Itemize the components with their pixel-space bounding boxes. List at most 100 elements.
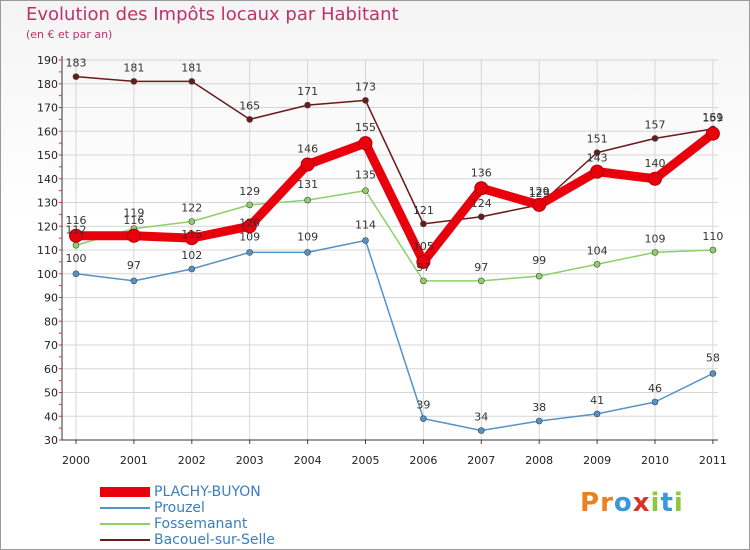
data-label-prouzel: 39: [416, 399, 430, 412]
data-point-prouzel: [477, 427, 485, 434]
chart-subtitle: (en € et par an): [26, 28, 113, 41]
data-label-plachy-buyon: 146: [297, 143, 318, 156]
data-label-fossemanant: 135: [355, 169, 376, 182]
data-point-plachy-buyon: [416, 254, 431, 269]
data-label-fossemanant: 97: [416, 261, 430, 274]
data-label-plachy-buyon: 140: [645, 157, 666, 170]
logo-letter: x: [632, 488, 651, 518]
data-point-bacouel-sur-selle: [246, 116, 253, 123]
x-tick-label: 2004: [294, 454, 322, 467]
data-label-fossemanant: 97: [474, 261, 488, 274]
x-tick-label: 2007: [467, 454, 495, 467]
data-point-bacouel-sur-selle: [420, 220, 427, 228]
y-tick-label: 70: [44, 339, 58, 352]
data-label-prouzel: 100: [66, 252, 87, 265]
legend-item-prouzel[interactable]: Prouzel: [100, 500, 340, 516]
x-tick-label: 2006: [409, 454, 437, 467]
data-label-plachy-buyon: 105: [413, 240, 434, 253]
data-label-plachy-buyon: 116: [66, 214, 87, 227]
data-label-plachy-buyon: 129: [529, 187, 550, 200]
legend-swatch: [100, 487, 150, 497]
y-tick-label: 30: [44, 434, 58, 447]
data-point-prouzel: [420, 415, 427, 422]
data-point-prouzel: [362, 237, 369, 244]
x-tick-label: 2010: [641, 454, 669, 467]
data-point-prouzel: [535, 417, 543, 425]
data-point-plachy-buyon: [126, 228, 141, 243]
data-point-fossemanant: [651, 249, 659, 256]
data-label-bacouel-sur-selle: 121: [413, 204, 434, 217]
grid-layer: [62, 59, 718, 441]
x-tick-label: 2008: [525, 454, 553, 467]
data-label-bacouel-sur-selle: 129: [529, 185, 550, 198]
series-line-prouzel: [75, 239, 714, 432]
data-label-fossemanant: 131: [297, 178, 318, 191]
data-point-bacouel-sur-selle: [477, 213, 485, 221]
data-point-plachy-buyon: [532, 197, 547, 212]
y-tick-label: 150: [37, 149, 58, 162]
data-label-plachy-buyon: 136: [471, 166, 492, 179]
legend-swatch: [100, 539, 150, 541]
data-label-fossemanant: 122: [181, 202, 202, 215]
legend-swatch: [100, 507, 150, 509]
data-point-fossemanant: [535, 272, 543, 280]
data-label-bacouel-sur-selle: 173: [355, 80, 376, 93]
legend-item-bacouel-sur-selle[interactable]: Bacouel-sur-Selle: [100, 532, 340, 548]
data-label-plachy-buyon: 116: [123, 214, 144, 227]
data-point-prouzel: [188, 265, 196, 273]
data-label-prouzel: 97: [127, 259, 141, 272]
data-point-plachy-buyon: [590, 164, 605, 179]
chart-title: Evolution des Impôts locaux par Habitant: [26, 4, 399, 25]
data-label-prouzel: 34: [474, 411, 488, 424]
x-tick-label: 2001: [120, 454, 148, 467]
data-label-bacouel-sur-selle: 183: [66, 57, 87, 70]
y-tick-label: 50: [44, 387, 58, 400]
legend-label: Fossemanant: [154, 516, 248, 532]
axis-layer: 30 40 50 60 70 80 90 100 110 120 130 140 150 160 170 18…: [37, 54, 727, 467]
series-line-plachy-buyon: [71, 129, 718, 267]
data-point-fossemanant: [420, 277, 427, 285]
legend-item-fossemanant[interactable]: Fossemanant: [100, 516, 340, 532]
y-tick-label: 190: [37, 54, 58, 67]
data-label-bacouel-sur-selle: 181: [181, 61, 202, 74]
legend-label: Prouzel: [154, 500, 205, 516]
data-point-prouzel: [593, 410, 601, 418]
logo-letter: P: [580, 488, 601, 518]
y-tick-label: 110: [37, 244, 58, 257]
data-label-prouzel: 114: [355, 219, 376, 232]
data-point-plachy-buyon: [184, 231, 199, 246]
data-label-prouzel: 46: [648, 382, 662, 395]
data-label-plachy-buyon: 155: [355, 121, 376, 134]
data-point-prouzel: [651, 398, 659, 406]
data-point-bacouel-sur-selle: [593, 149, 601, 156]
data-label-bacouel-sur-selle: 151: [587, 133, 608, 146]
y-tick-label: 160: [37, 125, 58, 138]
data-label-plachy-buyon: 120: [239, 216, 260, 229]
data-point-fossemanant: [709, 246, 717, 254]
y-tick-label: 140: [37, 173, 58, 186]
y-tick-label: 180: [37, 78, 58, 91]
data-label-fossemanant: 99: [532, 254, 546, 267]
data-label-prouzel: 38: [532, 401, 546, 414]
data-label-prouzel: 41: [590, 394, 604, 407]
data-point-plachy-buyon: [474, 181, 489, 196]
data-label-bacouel-sur-selle: 161: [702, 111, 723, 124]
y-tick-label: 170: [37, 102, 58, 115]
data-label-bacouel-sur-selle: 157: [645, 118, 666, 131]
data-point-bacouel-sur-selle: [72, 73, 80, 80]
proxiti-logo: Proxiti: [580, 488, 684, 518]
y-tick-label: 120: [37, 220, 58, 233]
data-label-prouzel: 58: [706, 352, 720, 365]
data-point-plachy-buyon: [358, 136, 373, 151]
x-tick-label: 2000: [62, 454, 90, 467]
data-point-plachy-buyon: [69, 228, 83, 243]
data-point-plachy-buyon: [648, 171, 662, 186]
y-tick-label: 90: [44, 292, 58, 305]
data-label-prouzel: 109: [239, 230, 260, 243]
series-line-fossemanant: [75, 189, 714, 282]
data-label-prouzel: 109: [297, 230, 318, 243]
data-label-fossemanant: 104: [587, 244, 608, 257]
data-label-bacouel-sur-selle: 165: [239, 99, 260, 112]
legend-item-plachy-buyon[interactable]: PLACHY-BUYON: [100, 484, 340, 500]
